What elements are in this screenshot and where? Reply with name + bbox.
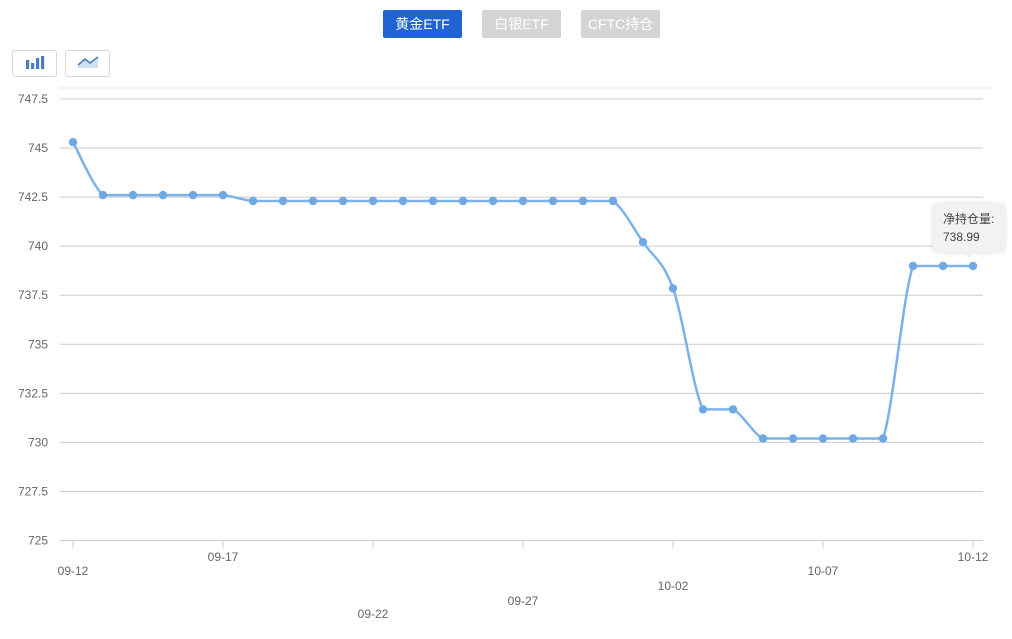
area-chart-icon xyxy=(76,54,100,73)
data-point[interactable] xyxy=(128,190,138,200)
data-point[interactable] xyxy=(248,196,258,206)
y-axis-label: 742.5 xyxy=(18,190,48,204)
y-axis-label: 732.5 xyxy=(18,386,48,400)
tooltip-value: 738.99 xyxy=(943,230,980,244)
data-point[interactable] xyxy=(488,196,498,206)
data-point[interactable] xyxy=(308,196,318,206)
data-point[interactable] xyxy=(818,434,828,443)
y-axis-label: 727.5 xyxy=(18,484,48,498)
data-point[interactable] xyxy=(68,138,78,147)
x-axis-label: 09-17 xyxy=(208,550,239,564)
data-point[interactable] xyxy=(788,434,798,443)
data-point[interactable] xyxy=(578,196,588,206)
tab-gold-etf[interactable]: 黄金ETF xyxy=(383,10,462,38)
data-point[interactable] xyxy=(878,434,888,443)
data-point[interactable] xyxy=(98,190,108,200)
series-line xyxy=(71,140,975,440)
data-point[interactable] xyxy=(968,261,978,271)
data-point[interactable] xyxy=(278,196,288,206)
data-point[interactable] xyxy=(458,196,468,206)
x-axis-label: 09-12 xyxy=(58,564,89,578)
data-point[interactable] xyxy=(398,196,408,206)
data-point[interactable] xyxy=(848,434,858,443)
chart-type-switcher xyxy=(12,50,110,77)
y-axis-label: 737.5 xyxy=(18,288,48,302)
data-point[interactable] xyxy=(668,284,678,293)
data-point[interactable] xyxy=(698,405,708,414)
line-chart-view-button[interactable] xyxy=(65,50,110,77)
data-point[interactable] xyxy=(368,196,378,206)
bar-chart-icon xyxy=(23,54,47,73)
tooltip-label: 净持仓量: xyxy=(943,212,995,226)
y-axis-label: 745 xyxy=(28,141,48,155)
bar-chart-view-button[interactable] xyxy=(12,50,57,77)
data-point[interactable] xyxy=(218,190,228,200)
y-axis-label: 740 xyxy=(28,239,48,253)
data-point[interactable] xyxy=(608,196,618,206)
x-axis-label: 10-12 xyxy=(958,550,989,564)
x-axis-label: 09-22 xyxy=(358,607,389,621)
data-point[interactable] xyxy=(938,261,948,271)
x-axis-label: 10-07 xyxy=(808,564,839,578)
data-point[interactable] xyxy=(338,196,348,206)
tooltip-arrow xyxy=(963,252,975,258)
tab-bar: 黄金ETF 白银ETF CFTC持仓 xyxy=(383,10,660,38)
y-axis-label: 725 xyxy=(28,534,48,548)
y-axis-label: 735 xyxy=(28,337,48,351)
data-point[interactable] xyxy=(428,196,438,206)
data-point[interactable] xyxy=(728,405,738,414)
y-axis-label: 730 xyxy=(28,435,48,449)
data-point[interactable] xyxy=(758,434,768,443)
y-axis-label: 747.5 xyxy=(18,92,48,106)
tab-silver-etf[interactable]: 白银ETF xyxy=(482,10,561,38)
chart-tooltip: 净持仓量: 738.99 xyxy=(933,204,1005,258)
data-point[interactable] xyxy=(188,190,198,200)
x-axis-label: 10-02 xyxy=(658,579,689,593)
data-point[interactable] xyxy=(158,190,168,200)
data-point[interactable] xyxy=(908,261,918,271)
tab-cftc-holdings[interactable]: CFTC持仓 xyxy=(581,10,660,38)
data-point[interactable] xyxy=(518,196,528,206)
data-point[interactable] xyxy=(548,196,558,206)
x-axis-label: 09-27 xyxy=(508,594,539,608)
data-point[interactable] xyxy=(638,238,648,247)
